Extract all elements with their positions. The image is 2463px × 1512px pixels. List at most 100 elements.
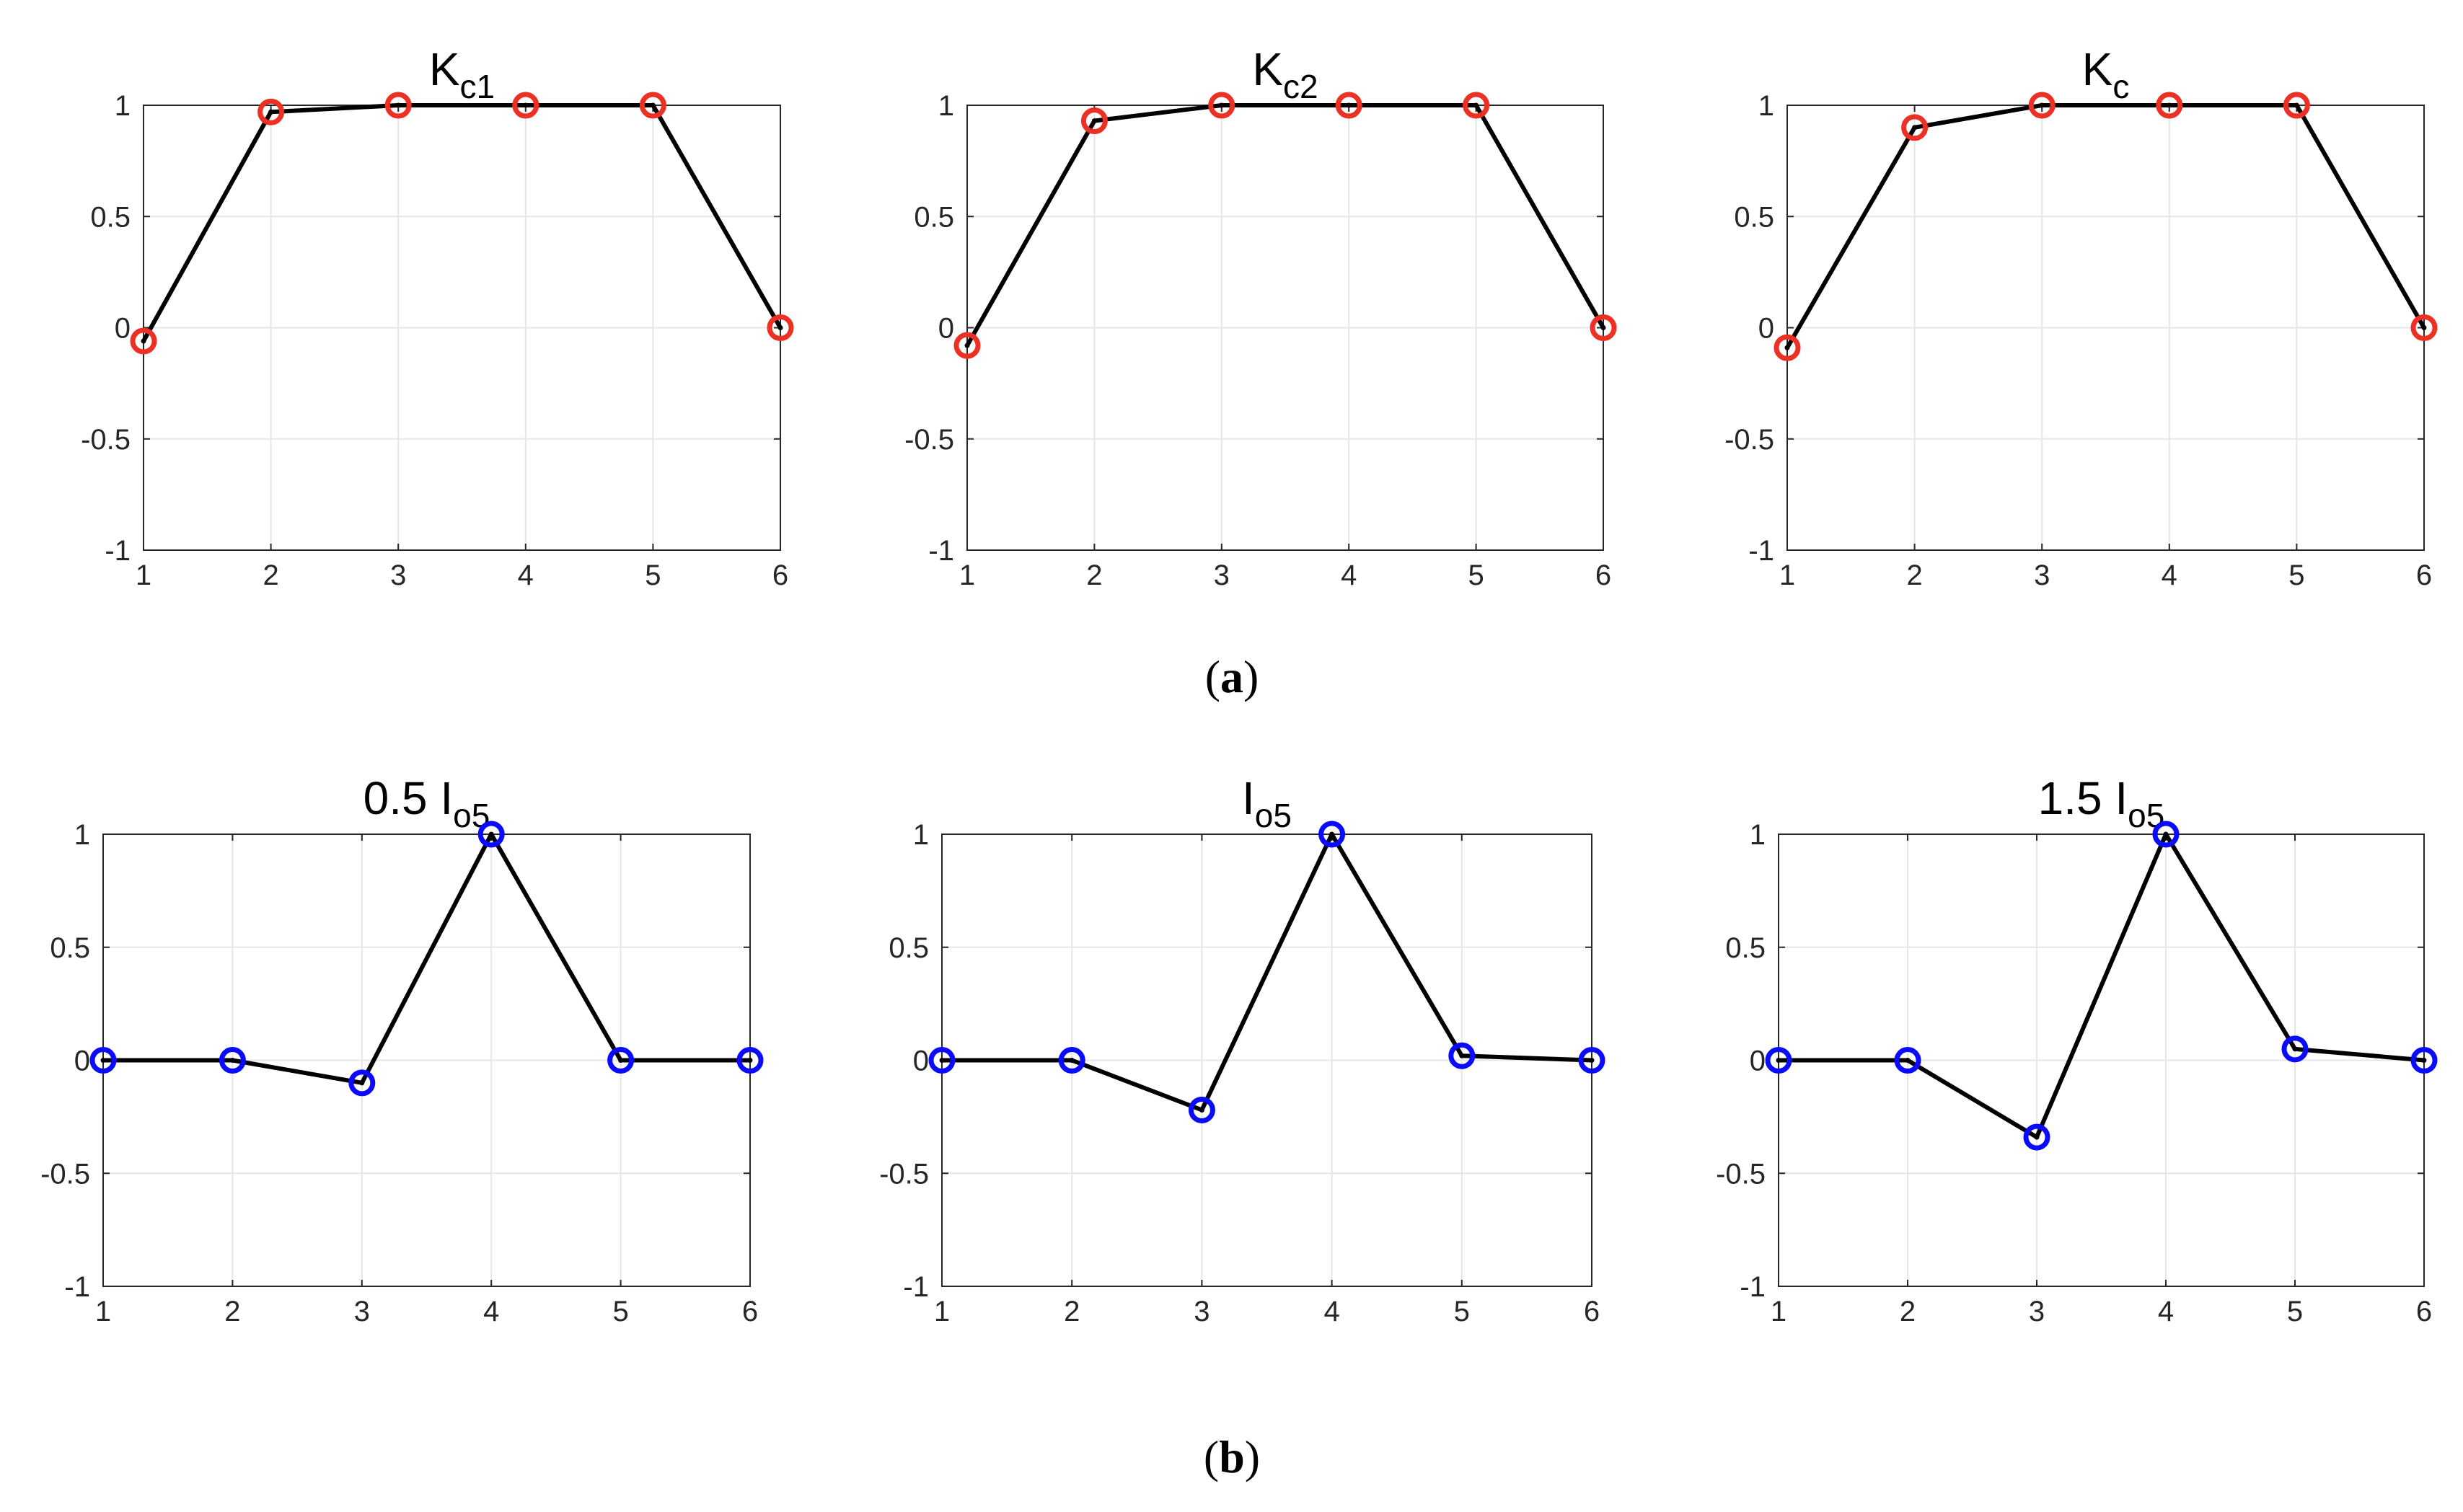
chart-0-ytick-label: 0 [115,313,131,345]
chart-1-point-center-5 [1473,102,1479,108]
chart-5-point-center-5 [2292,1046,2298,1052]
chart-0-title: Kc1 [429,43,495,105]
chart-4-xtick-label: 2 [1064,1296,1080,1327]
chart-5-point-center-6 [2421,1058,2427,1063]
chart-1-point-6 [1590,314,1617,341]
chart-0-ytick-label: 1 [115,90,131,122]
chart-4-ytick-label: 0.5 [889,932,929,964]
chart-2-title-main: K [2082,43,2113,95]
chart-4-point-center-6 [1589,1058,1595,1063]
chart-4-point-2 [1058,1047,1085,1074]
chart-1-ytick-label: 0 [938,313,954,345]
chart-3-xtick-label: 3 [354,1296,370,1327]
chart-4-point-center-1 [939,1058,945,1063]
chart-1-xtick-label: 6 [1595,560,1611,591]
chart-2-point-2 [1901,114,1929,141]
chart-4-point-4 [1318,821,1346,848]
chart-2-ytick-label: 0 [1758,313,1774,345]
chart-1-ytick-label: -1 [928,535,954,567]
chart-4-xtick-label: 6 [1584,1296,1600,1327]
chart-1-title-main: K [1252,43,1283,95]
chart-1-point-2 [1080,107,1108,135]
chart-2-point-6 [2410,314,2438,341]
chart-1-series-line [965,103,1605,347]
chart-0-ytick-label: -0.5 [81,424,131,456]
chart-2-point-center-4 [2167,102,2172,108]
chart-3-series-line [103,832,750,1085]
chart-5-ytick-label: 1 [1750,819,1766,851]
chart-5-ytick-label: -0.5 [1716,1158,1766,1190]
chart-1-xtick-label: 2 [1086,560,1102,591]
chart-0-xtick-label: 5 [645,560,661,591]
chart-4-xtick-label: 3 [1194,1296,1210,1327]
chart-4-point-5 [1448,1042,1476,1069]
caption-b: (b) [1204,1431,1260,1482]
chart-0-point-center-5 [650,102,656,108]
chart-3-ytick-label: 1 [74,819,90,851]
chart-3-xtick-label: 6 [742,1296,758,1327]
chart-0-point-center-1 [141,338,146,344]
chart-2-xtick-label: 4 [2162,560,2177,591]
chart-2-series-line [1785,103,2426,349]
chart-5-point-5 [2281,1035,2309,1063]
chart-1-xtick-label: 3 [1214,560,1230,591]
chart-3-point-4 [477,821,505,848]
chart-4-xtick-label: 4 [1323,1296,1339,1327]
chart-5-xtick-label: 1 [1771,1296,1786,1327]
chart-0-point-2 [257,98,285,125]
chart-2-xtick-label: 2 [1906,560,1922,591]
chart-2-ytick-label: -1 [1748,535,1774,567]
chart-5-point-6 [2410,1047,2438,1074]
chart-0-xtick-label: 6 [772,560,788,591]
chart-3-title-main: 0.5 I [363,772,454,824]
chart-2-ytick-label: -0.5 [1724,424,1774,456]
chart-3-xtick-label: 4 [483,1296,499,1327]
chart-5-point-center-2 [1905,1058,1911,1063]
chart-1-point-3 [1208,92,1235,119]
chart-2-point-center-5 [2294,102,2299,108]
chart-1-xtick-label: 4 [1341,560,1357,591]
chart-0-point-5 [639,92,666,119]
chart-4-xtick-label: 1 [934,1296,950,1327]
chart-2-title-subscript: c [2112,68,2129,105]
panel-half-io5: 1 2 3 4 5 6 1 0.5 0 -0.5 -1 0.5 Io5 [40,772,764,1327]
chart-3-point-1 [89,1047,117,1074]
chart-4-point-center-3 [1199,1107,1204,1113]
chart-5-xtick-label: 3 [2029,1296,2045,1327]
chart-2-point-center-1 [1784,345,1790,350]
caption-a-close: ) [1243,651,1259,702]
chart-3-point-center-6 [747,1058,753,1063]
caption-a-open: ( [1205,651,1220,702]
chart-0-title-main: K [429,43,460,95]
chart-0-ytick-label: -1 [105,535,131,567]
chart-0-point-1 [130,327,157,355]
chart-2-ytick-label: 1 [1758,90,1774,122]
chart-4-title-main: I [1242,772,1255,824]
chart-4-point-3 [1188,1096,1215,1123]
chart-2-point-3 [2028,92,2056,119]
chart-5-ytick-label: 0 [1750,1045,1766,1077]
chart-0-point-6 [767,314,794,341]
panel-kc: 1 2 3 4 5 6 1 0.5 0 -0.5 -1 Kc [1724,43,2438,591]
chart-1-point-center-1 [964,342,970,348]
panel-one-half-io5: 1 2 3 4 5 6 1 0.5 0 -0.5 -1 1.5 Io5 [1716,772,2438,1327]
chart-4-ytick-label: 1 [913,819,929,851]
chart-3-ytick-label: -1 [64,1271,90,1303]
chart-2-xtick-label: 1 [1779,560,1795,591]
chart-1-point-4 [1335,92,1362,119]
chart-3-title: 0.5 Io5 [363,772,490,834]
chart-5-point-center-1 [1776,1058,1781,1063]
chart-5-xtick-label: 4 [2158,1296,2174,1327]
chart-5-title: 1.5 Io5 [2038,772,2165,834]
chart-4-point-1 [928,1047,956,1074]
chart-1-title: Kc2 [1252,43,1318,105]
caption-a-letter: a [1220,651,1243,702]
chart-2-xtick-label: 5 [2288,560,2304,591]
chart-4-point-center-4 [1329,831,1335,837]
caption-a: (a) [1205,651,1259,702]
chart-0-series-line [141,103,783,342]
chart-3-ytick-label: 0.5 [50,932,90,964]
chart-5-point-2 [1894,1047,1921,1074]
chart-5-ytick-label: 0.5 [1725,932,1766,964]
chart-3-point-center-3 [359,1080,365,1086]
